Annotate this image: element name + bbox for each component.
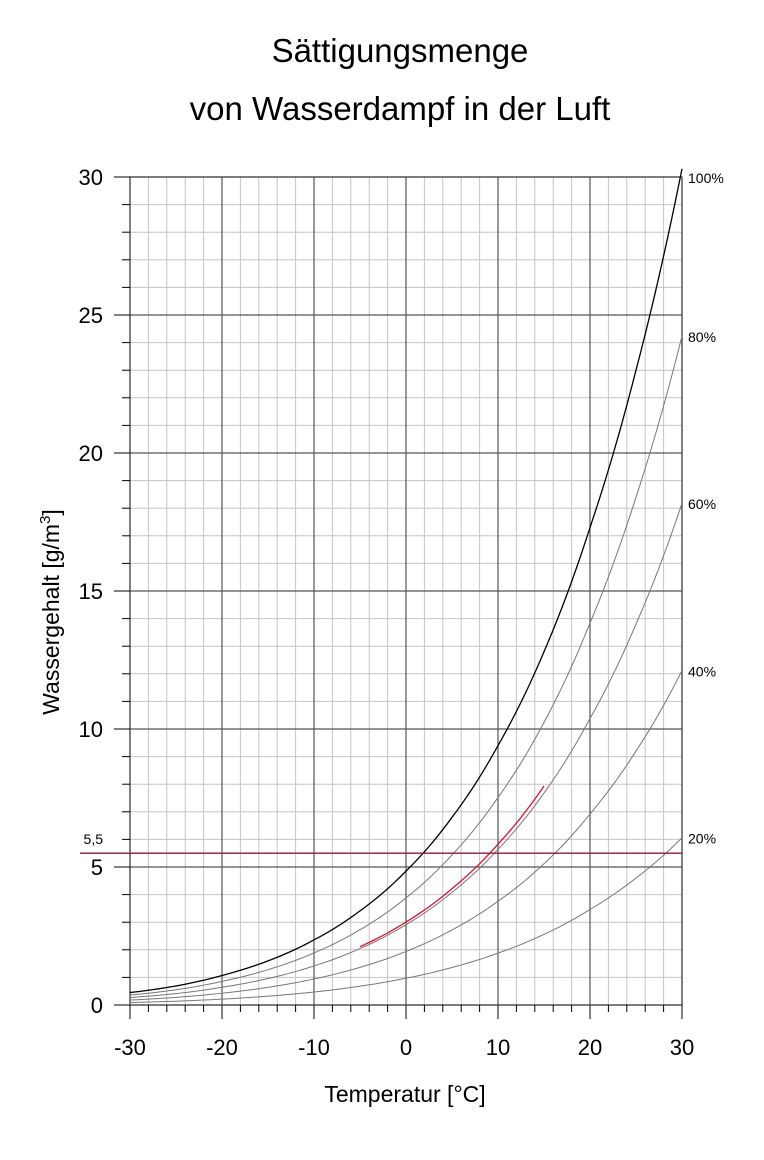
curve-100pct [129,168,683,994]
reference-line-group: 5,5 [80,831,682,854]
x-tick-label: -20 [206,1035,238,1060]
y-tick-label: 20 [79,441,103,466]
highlight-curve [359,785,545,948]
chart-title-line-1: Sättigungsmenge [271,32,529,69]
x-tick-label: 0 [400,1035,412,1060]
series-label: 80% [688,329,716,345]
curve-80pct [129,335,683,996]
series-label: 40% [688,663,716,679]
reference-line-label: 5,5 [84,831,104,847]
y-axis-title-close: ] [38,509,64,515]
humidity-curves [129,168,683,1004]
curve-20pct [129,837,683,1004]
series-label: 60% [688,496,716,512]
series-label: 100% [688,170,724,186]
curve-40pct [129,670,683,1001]
y-tick-label: 5 [91,855,103,880]
x-tick-label: 10 [486,1035,510,1060]
chart-title-line-2: von Wasserdampf in der Luft [189,90,611,127]
y-axis-title: Wassergehalt [g/m3] [37,509,64,715]
y-tick-label: 10 [79,717,103,742]
series-label: 20% [688,831,716,847]
y-axis-title-sup: 3 [37,516,54,524]
y-tick-label: 15 [79,579,103,604]
axis-ticks [114,176,683,1019]
y-tick-label: 30 [79,165,103,190]
x-tick-label: -30 [114,1035,146,1060]
x-tick-label: 30 [670,1035,694,1060]
y-tick-label: 25 [79,303,103,328]
x-axis-title: Temperatur [°C] [324,1081,485,1107]
x-tick-label: 20 [578,1035,602,1060]
curve-60pct [129,503,683,999]
x-tick-label: -10 [298,1035,330,1060]
y-tick-label: 0 [91,993,103,1018]
y-axis-title-main: Wassergehalt [g/m [38,524,64,715]
axis-labels: -30 -20 -10 0 10 20 30 0 5 10 15 20 25 30 100% 80% 60% 40… [79,165,724,1060]
grid-major-lines [129,176,683,1006]
